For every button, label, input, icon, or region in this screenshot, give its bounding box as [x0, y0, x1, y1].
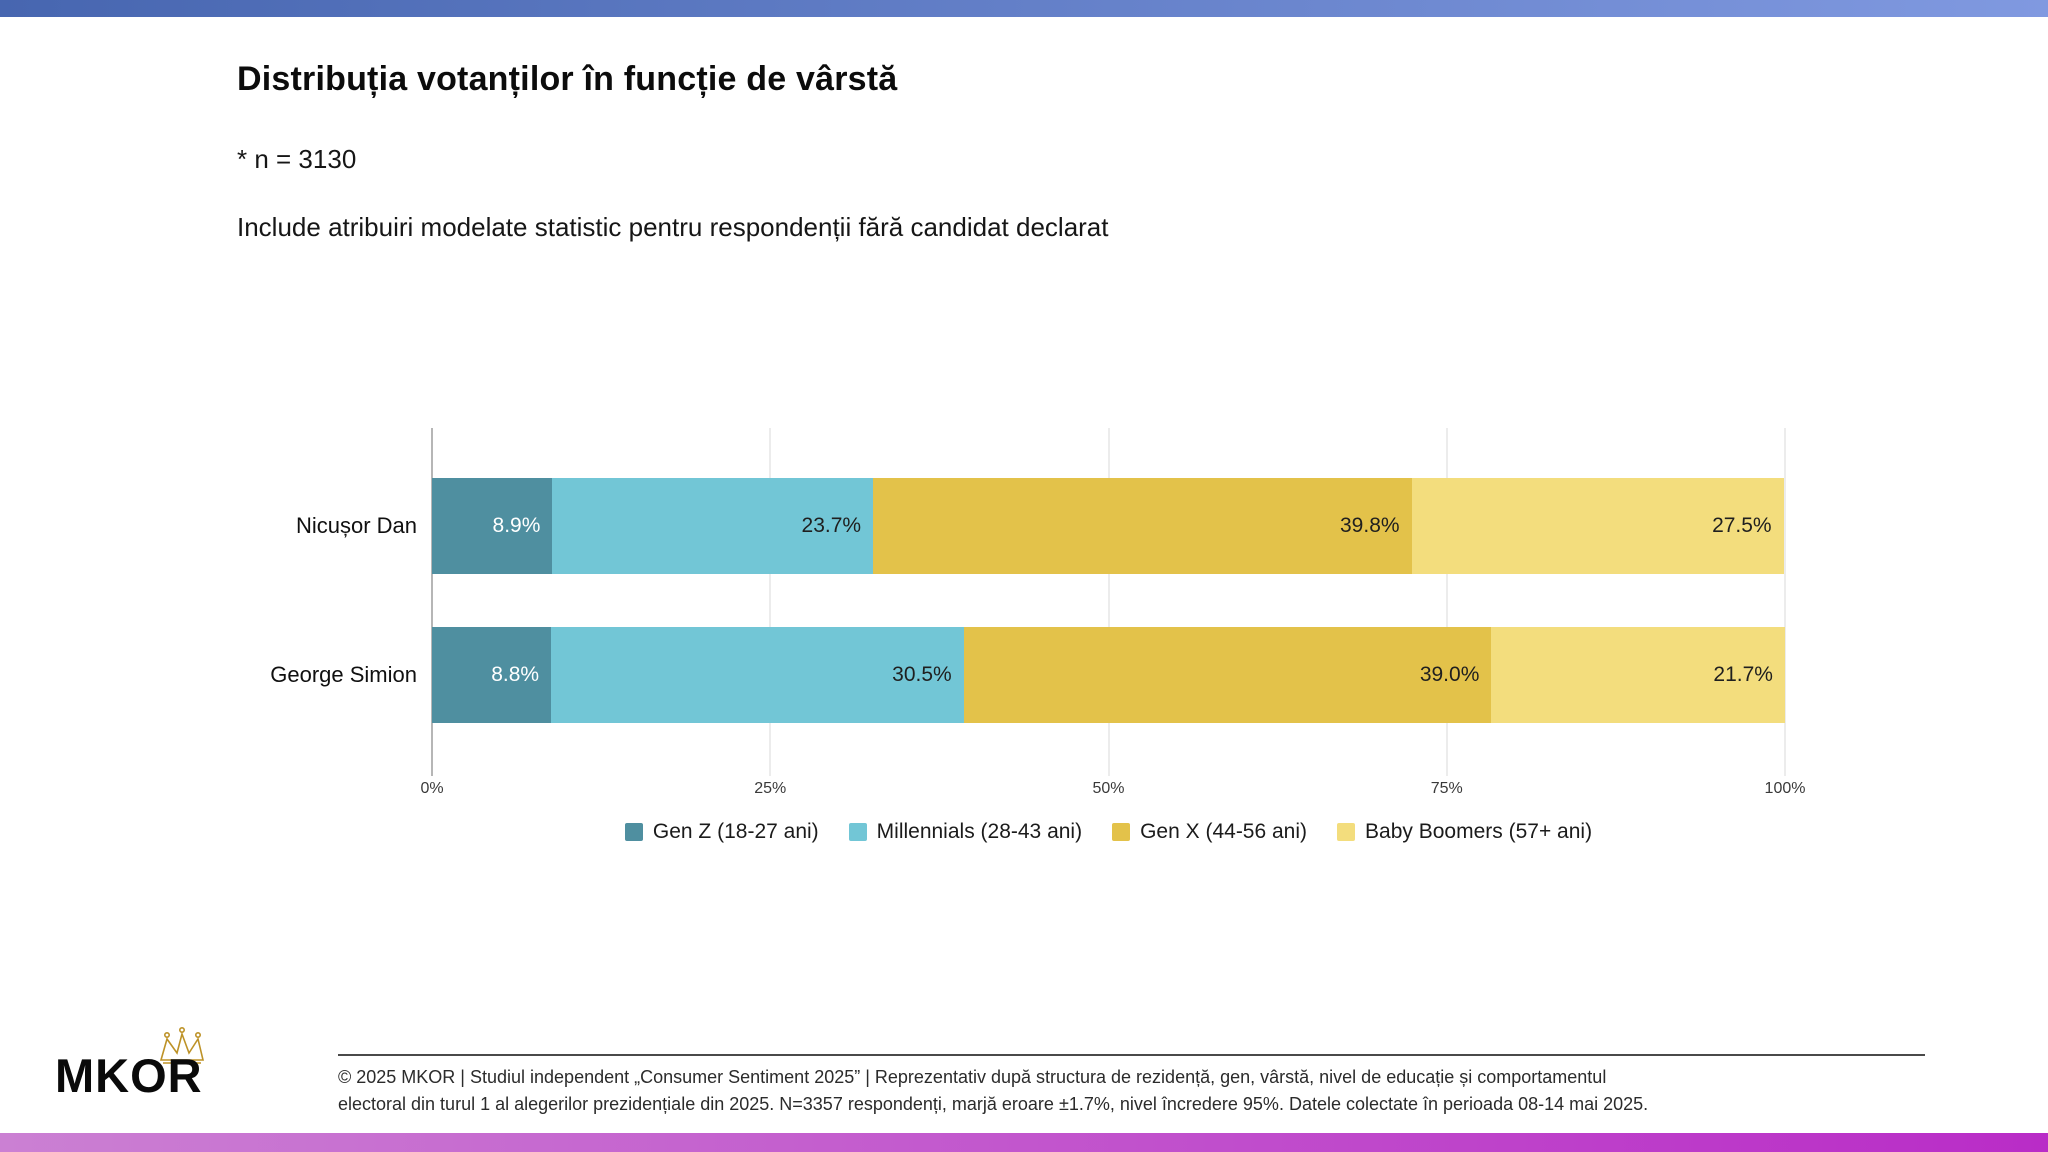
segment-value-label: 30.5%	[892, 663, 952, 686]
footer-copyright: © 2025 MKOR | Studiul independent „Consu…	[338, 1064, 1930, 1118]
legend-label: Millennials (28-43 ani)	[876, 820, 1083, 843]
footer-divider	[338, 1054, 1925, 1056]
legend-item: Gen Z (18-27 ani)	[624, 820, 819, 844]
plot-area: 0% 25% 50% 75% 100% Nicușor Dan 8.9% 23.7% 39.8%…	[270, 428, 1805, 797]
legend-swatch	[1112, 823, 1131, 841]
logo-text: MKOR	[55, 1049, 203, 1102]
stacked-bar: 8.8% 30.5% 39.0% 21.7%	[432, 627, 1785, 723]
legend-item: Baby Boomers (57+ ani)	[1337, 820, 1592, 844]
methodology-note: Include atribuiri modelate statistic pen…	[237, 212, 1109, 242]
legend-item: Millennials (28-43 ani)	[848, 820, 1083, 844]
bar-segment: 39.8%	[873, 478, 1412, 574]
legend-swatch	[624, 823, 643, 841]
page-title: Distribuția votanților în funcție de vâr…	[237, 60, 898, 98]
crown-icon	[159, 1026, 205, 1064]
top-accent-bar	[0, 0, 2048, 17]
x-axis-tick-label: 100%	[1764, 780, 1806, 797]
legend-label: Baby Boomers (57+ ani)	[1365, 820, 1593, 843]
segment-value-label: 8.8%	[491, 663, 540, 686]
x-axis-tick-label: 25%	[754, 780, 787, 797]
bar-segment: 30.5%	[551, 627, 964, 723]
x-axis-tick-label: 0%	[420, 780, 444, 797]
x-axis-tick-label: 50%	[1092, 780, 1125, 797]
segment-value-label: 39.0%	[1419, 663, 1480, 686]
gridline	[1784, 428, 1786, 776]
bar-segment: 23.7%	[552, 478, 874, 574]
legend-item: Gen X (44-56 ani)	[1112, 820, 1307, 844]
gridline	[1446, 428, 1448, 776]
segment-value-label: 27.5%	[1712, 514, 1772, 537]
stacked-bar: 8.9% 23.7% 39.8% 27.5%	[432, 478, 1785, 574]
segment-value-label: 23.7%	[801, 514, 862, 537]
legend-label: Gen X (44-56 ani)	[1140, 820, 1308, 843]
gridline	[1108, 428, 1109, 776]
bar-segment: 8.9%	[432, 478, 553, 574]
category-label: Nicușor Dan	[295, 513, 417, 538]
legend-label: Gen Z (18-27 ani)	[652, 820, 819, 843]
segment-value-label: 8.9%	[492, 514, 541, 537]
bottom-accent-bar	[0, 1133, 2048, 1152]
footer-line-2: electoral din turul 1 al alegerilor prez…	[338, 1094, 1649, 1114]
mkor-logo: MKOR	[55, 1026, 305, 1114]
legend: Gen Z (18-27 ani) Millennials (28-43 ani)…	[432, 820, 1785, 844]
segment-value-label: 39.8%	[1340, 514, 1400, 537]
bar-segment: 39.0%	[963, 627, 1492, 723]
segment-value-label: 21.7%	[1713, 663, 1773, 686]
bar-segment: 8.8%	[432, 627, 552, 723]
sample-size-note: * n = 3130	[237, 144, 357, 174]
gridline	[769, 428, 771, 776]
bar-segment: 21.7%	[1491, 627, 1785, 723]
category-label: George Simion	[270, 662, 417, 687]
legend-swatch	[1337, 823, 1356, 841]
x-axis-tick-label: 75%	[1430, 780, 1463, 797]
y-axis-line	[431, 428, 433, 776]
footer-line-1: © 2025 MKOR | Studiul independent „Consu…	[338, 1067, 1607, 1087]
bar-segment: 27.5%	[1411, 478, 1784, 574]
legend-swatch	[848, 823, 867, 841]
